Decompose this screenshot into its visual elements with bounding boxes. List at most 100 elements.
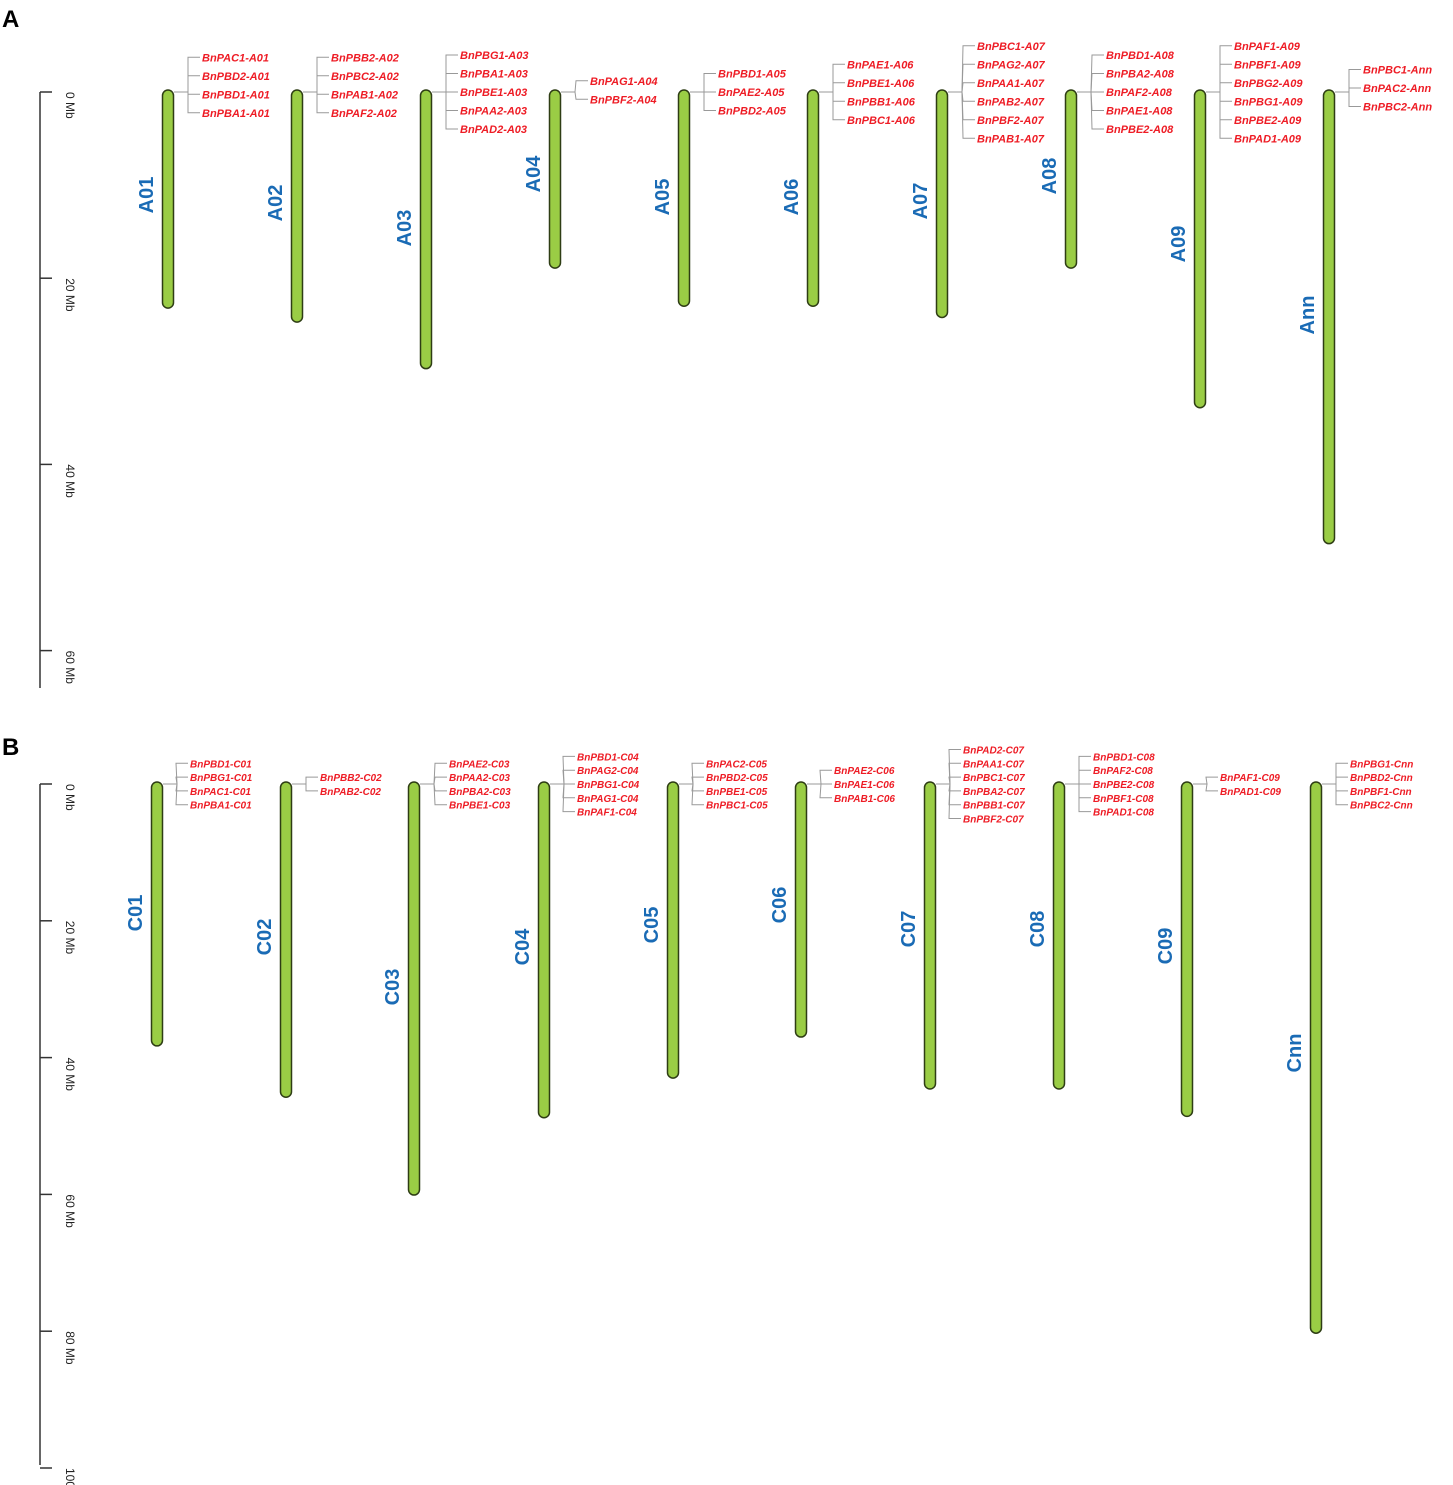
gene-label: BnPAD1-C08 <box>1093 808 1154 819</box>
panel-b: 0 Mb 20 Mb 40 Mb 60 Mb 80 Mb 100 Mb BnPBD1-C01… <box>39 746 1413 1485</box>
gene-label: BnPBG2-A09 <box>1234 78 1303 90</box>
gene-leader-line <box>948 91 975 139</box>
gene-leader-line <box>432 91 458 111</box>
chromosome-c09: BnPAF1-C09 BnPAD1-C09 C09 <box>1155 773 1281 1118</box>
gene-label: BnPBE1-C05 <box>706 787 768 798</box>
gene-label: BnPAC1-A01 <box>202 52 269 64</box>
chromosome-bar <box>935 89 949 319</box>
gene-leader-line <box>303 56 329 93</box>
chromosome-bar <box>1064 89 1078 269</box>
gene-label: BnPBD1-C04 <box>577 752 639 763</box>
gene-leader-line <box>163 783 188 792</box>
gene-leader-line <box>1206 91 1232 121</box>
chromosome-label: A03 <box>394 210 416 247</box>
chromosome-label: Ann <box>1297 296 1319 335</box>
gene-label: BnPBE2-A09 <box>1234 115 1302 127</box>
chromosome-bar <box>923 781 937 1090</box>
gene-label: BnPBC1-Ann <box>1363 65 1432 77</box>
gene-leader-line <box>690 91 716 111</box>
axis-tick-label: 60 Mb <box>63 651 77 685</box>
gene-label: BnPAE2-A05 <box>718 87 785 99</box>
chromosome-label: A04 <box>523 155 545 193</box>
gene-leader-line <box>948 63 975 93</box>
axis-tick-label: 80 Mb <box>63 1331 77 1365</box>
axis-tick-label: 0 Mb <box>63 784 77 811</box>
gene-label: BnPAF2-C08 <box>1093 766 1153 777</box>
chromosome-a03: BnPBG1-A03 BnPBA1-A03 BnPBE1-A03 BnPAA2-A03… <box>394 50 528 370</box>
gene-label: BnPAC1-C01 <box>190 787 251 798</box>
chromosome-c01: BnPBD1-C01 BnPBG1-C01 BnPAC1-C01 BnPBA1-C01… <box>125 759 253 1047</box>
gene-label: BnPBD2-C05 <box>706 773 768 784</box>
gene-leader-line <box>1193 776 1218 785</box>
gene-label: BnPBE1-C03 <box>449 801 511 812</box>
gene-leader-line <box>420 783 447 806</box>
chromosome-a01: BnPAC1-A01 BnPBD2-A01 BnPBD1-A01 BnPBA1-A01… <box>136 52 270 309</box>
chromosome-label: A01 <box>136 177 158 214</box>
gene-leader-line <box>420 776 447 785</box>
gene-label: BnPBE1-A06 <box>847 78 915 90</box>
chromosome-c07: BnPAD2-C07 BnPAA1-C07 BnPBC1-C07 BnPBA2-C07… <box>898 746 1025 1090</box>
gene-label: BnPBG1-A09 <box>1234 96 1303 108</box>
gene-label: BnPBE1-A03 <box>460 87 527 99</box>
gene-label: BnPAF1-A09 <box>1234 41 1301 53</box>
gene-label: BnPAB1-A02 <box>331 89 398 101</box>
gene-label: BnPBD1-C08 <box>1093 752 1155 763</box>
chromosome-label: Cnn <box>1284 1034 1306 1073</box>
gene-label: BnPAC2-C05 <box>706 759 767 770</box>
chromosome-bar <box>548 89 562 269</box>
gene-leader-line <box>420 762 447 785</box>
chromosome-label: A05 <box>652 179 674 216</box>
chromosome-c08: BnPBD1-C08 BnPAF2-C08 BnPBE2-C08 BnPBF1-C08… <box>1027 752 1155 1090</box>
gene-label: BnPAG1-C04 <box>577 794 639 805</box>
gene-label: BnPBC2-A02 <box>331 71 399 83</box>
gene-label: BnPBG1-C01 <box>190 773 253 784</box>
gene-leader-line <box>174 91 200 114</box>
chromosome-c02: BnPBB2-C02 BnPAB2-C02 C02 <box>254 773 382 1098</box>
chromosome-bar <box>1309 781 1323 1334</box>
chromosome-label: A07 <box>910 183 932 220</box>
gene-label: BnPBD2-A01 <box>202 71 270 83</box>
gene-label: BnPBG1-A03 <box>460 50 528 62</box>
chromosome-cnn: BnPBG1-Cnn BnPBD2-Cnn BnPBF1-Cnn BnPBC2-Cnn… <box>1284 759 1413 1334</box>
gene-leader-line <box>1077 73 1104 93</box>
gene-leader-line <box>679 762 704 785</box>
gene-label: BnPBC2-Cnn <box>1350 801 1413 812</box>
gene-label: BnPBG1-C04 <box>577 780 640 791</box>
gene-leader-line <box>1322 783 1348 806</box>
chromosome-bar <box>677 89 691 308</box>
chromosome-bar <box>794 781 808 1038</box>
axis-tick-label: 20 Mb <box>63 278 77 312</box>
gene-leader-line <box>819 63 845 93</box>
gene-leader-line <box>1206 91 1232 139</box>
gene-label: BnPAF2-A02 <box>331 108 397 120</box>
chromosome-label: C07 <box>898 911 920 948</box>
gene-leader-line <box>1322 762 1348 785</box>
gene-label: BnPBA2-C03 <box>449 787 511 798</box>
gene-leader-line <box>1335 91 1361 107</box>
gene-leader-line <box>303 75 329 93</box>
gene-label: BnPBB1-A06 <box>847 96 916 108</box>
gene-label: BnPBD2-A05 <box>718 106 787 118</box>
chromosome-a09: BnPAF1-A09 BnPBF1-A09 BnPBG2-A09 BnPBG1-A09… <box>1168 41 1303 409</box>
gene-leader-line <box>679 783 704 792</box>
chromosome-a06: BnPAE1-A06 BnPBE1-A06 BnPBB1-A06 BnPBC1-A06… <box>781 59 916 308</box>
gene-leader-line <box>432 91 458 130</box>
chromosome-bar <box>666 781 680 1079</box>
gene-leader-line <box>1065 783 1091 813</box>
gene-label: BnPBB2-C02 <box>320 773 382 784</box>
chromosome-bar <box>290 89 304 323</box>
gene-label: BnPBE2-C08 <box>1093 780 1155 791</box>
gene-leader-line <box>948 45 975 93</box>
gene-label: BnPAA1-A07 <box>977 78 1045 90</box>
gene-label: BnPAB1-C06 <box>834 794 895 805</box>
gene-label: BnPBE2-A08 <box>1106 124 1174 136</box>
gene-label: BnPBF1-Cnn <box>1350 787 1412 798</box>
gene-label: BnPAA1-C07 <box>963 759 1024 770</box>
chromosome-c04: BnPBD1-C04 BnPAG2-C04 BnPBG1-C04 BnPAG1-C04… <box>512 752 640 1119</box>
gene-leader-line <box>174 75 200 93</box>
gene-leader-line <box>690 73 716 93</box>
chromosome-bar <box>407 781 421 1196</box>
gene-leader-line <box>550 769 575 785</box>
chromosome-bar <box>1180 781 1194 1118</box>
